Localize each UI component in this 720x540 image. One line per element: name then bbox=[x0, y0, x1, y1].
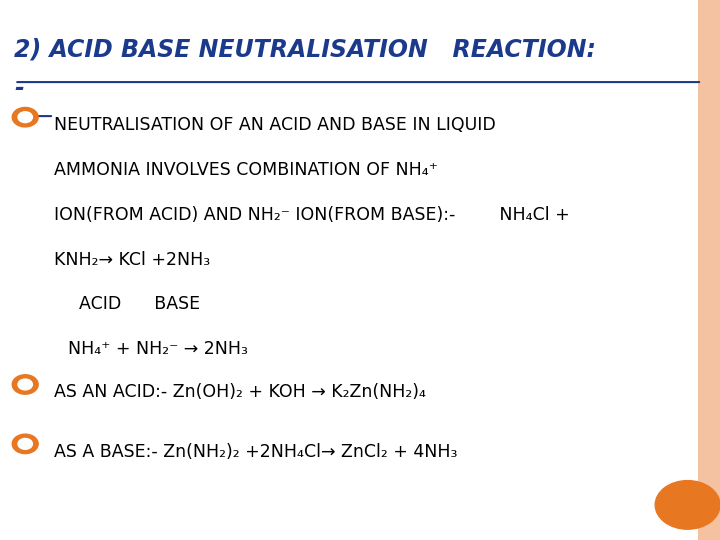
Circle shape bbox=[12, 434, 38, 454]
Text: AS A BASE:- Zn(NH₂)₂ +2NH₄Cl→ ZnCl₂ + 4NH₃: AS A BASE:- Zn(NH₂)₂ +2NH₄Cl→ ZnCl₂ + 4N… bbox=[54, 443, 457, 461]
FancyBboxPatch shape bbox=[698, 0, 720, 540]
Text: AMMONIA INVOLVES COMBINATION OF NH₄⁺: AMMONIA INVOLVES COMBINATION OF NH₄⁺ bbox=[54, 161, 438, 179]
Circle shape bbox=[18, 379, 32, 390]
Text: NEUTRALISATION OF AN ACID AND BASE IN LIQUID: NEUTRALISATION OF AN ACID AND BASE IN LI… bbox=[54, 116, 496, 134]
Circle shape bbox=[655, 481, 720, 529]
Text: ION(FROM ACID) AND NH₂⁻ ION(FROM BASE):-        NH₄Cl +: ION(FROM ACID) AND NH₂⁻ ION(FROM BASE):-… bbox=[54, 206, 570, 224]
Text: NH₄⁺ + NH₂⁻ → 2NH₃: NH₄⁺ + NH₂⁻ → 2NH₃ bbox=[68, 340, 248, 358]
Text: ACID      BASE: ACID BASE bbox=[68, 295, 201, 313]
Text: KNH₂→ KCl +2NH₃: KNH₂→ KCl +2NH₃ bbox=[54, 251, 210, 268]
Text: AS AN ACID:- Zn(OH)₂ + KOH → K₂Zn(NH₂)₄: AS AN ACID:- Zn(OH)₂ + KOH → K₂Zn(NH₂)₄ bbox=[54, 383, 426, 401]
Circle shape bbox=[12, 107, 38, 127]
Circle shape bbox=[18, 438, 32, 449]
Circle shape bbox=[12, 375, 38, 394]
Text: 2) ACID BASE NEUTRALISATION   REACTION:: 2) ACID BASE NEUTRALISATION REACTION: bbox=[14, 38, 596, 62]
Text: -: - bbox=[14, 76, 24, 99]
Circle shape bbox=[18, 112, 32, 123]
